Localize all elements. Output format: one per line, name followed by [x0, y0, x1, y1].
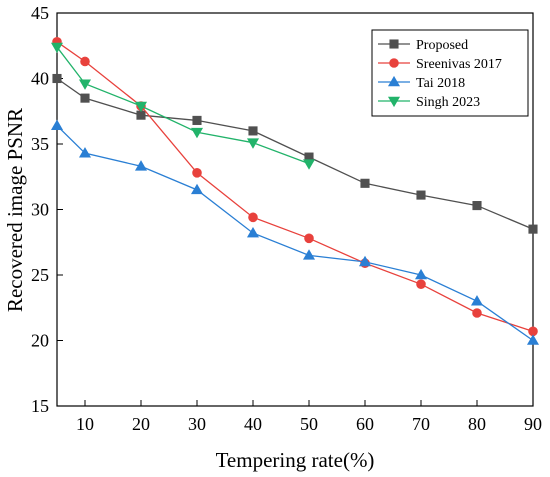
- data-point: [136, 110, 146, 120]
- data-point: [134, 160, 148, 171]
- legend-label: Singh 2023: [416, 95, 480, 110]
- data-point: [472, 308, 482, 318]
- data-point: [192, 168, 202, 178]
- data-point: [192, 115, 202, 125]
- data-point: [414, 268, 428, 280]
- legend-entry: Singh 2023: [378, 95, 480, 110]
- x-tick-label: 70: [412, 414, 430, 434]
- data-point: [470, 295, 484, 306]
- data-point: [246, 138, 260, 149]
- legend-marker: [389, 58, 399, 68]
- y-tick-label: 25: [31, 265, 49, 285]
- legend-entry: Tai 2018: [378, 75, 465, 91]
- legend-marker: [387, 96, 401, 108]
- y-axis-title: Recovered image PSNR: [3, 108, 27, 312]
- data-point: [472, 201, 482, 211]
- y-tick-label: 40: [31, 69, 49, 89]
- data-point: [358, 255, 372, 267]
- data-point: [528, 224, 538, 234]
- data-point: [248, 126, 258, 136]
- data-point: [302, 159, 316, 170]
- y-tick-label: 20: [31, 331, 49, 351]
- legend-marker: [389, 39, 399, 49]
- x-tick-label: 30: [188, 414, 206, 434]
- x-tick-label: 50: [300, 414, 318, 434]
- data-point: [78, 147, 92, 158]
- y-tick-label: 35: [31, 134, 49, 154]
- data-point: [80, 56, 90, 67]
- legend-label: Proposed: [416, 38, 468, 53]
- data-point: [50, 42, 64, 54]
- data-point: [50, 119, 64, 130]
- x-tick-label: 60: [356, 414, 374, 434]
- data-point: [526, 334, 540, 345]
- series-proposed: [52, 73, 538, 234]
- data-point: [190, 183, 204, 195]
- series-layer: [50, 37, 540, 345]
- legend-marker: [387, 75, 401, 87]
- series-line: [56, 77, 534, 230]
- legend-entry: Proposed: [378, 38, 468, 53]
- x-tick-label: 20: [132, 414, 150, 434]
- legend-label: Tai 2018: [416, 76, 465, 91]
- y-tick-label: 30: [31, 200, 49, 220]
- series-line: [56, 125, 534, 342]
- data-point: [416, 279, 426, 289]
- y-tick-label: 15: [31, 396, 49, 416]
- series-tai-2018: [50, 119, 540, 345]
- data-point: [304, 233, 314, 244]
- data-point: [302, 249, 316, 260]
- x-tick-label: 90: [524, 414, 542, 434]
- x-tick-label: 80: [468, 414, 486, 434]
- data-point: [360, 178, 370, 188]
- legend-label: Sreenivas 2017: [416, 57, 502, 72]
- data-point: [52, 73, 62, 84]
- data-point: [134, 101, 148, 113]
- data-point: [248, 212, 258, 223]
- x-tick-label: 10: [76, 414, 94, 434]
- legend-entry: Sreenivas 2017: [378, 57, 502, 72]
- x-axis-title: Tempering rate(%): [216, 448, 375, 472]
- data-point: [190, 127, 204, 139]
- data-point: [78, 79, 92, 90]
- series-line: [56, 46, 310, 165]
- data-point: [246, 226, 260, 238]
- y-tick-label: 45: [31, 3, 49, 23]
- axes: 10 20 30 40 50 60 70 80 90 15 20 25 30 35 40 45: [31, 3, 542, 434]
- data-point: [416, 190, 426, 200]
- x-tick-label: 40: [244, 414, 262, 434]
- data-point: [80, 93, 90, 103]
- legend: Proposed Sreenivas 2017 Tai 2018 Singh 2023: [371, 29, 529, 117]
- series-singh-2023: [50, 42, 316, 170]
- series-line: [56, 41, 534, 332]
